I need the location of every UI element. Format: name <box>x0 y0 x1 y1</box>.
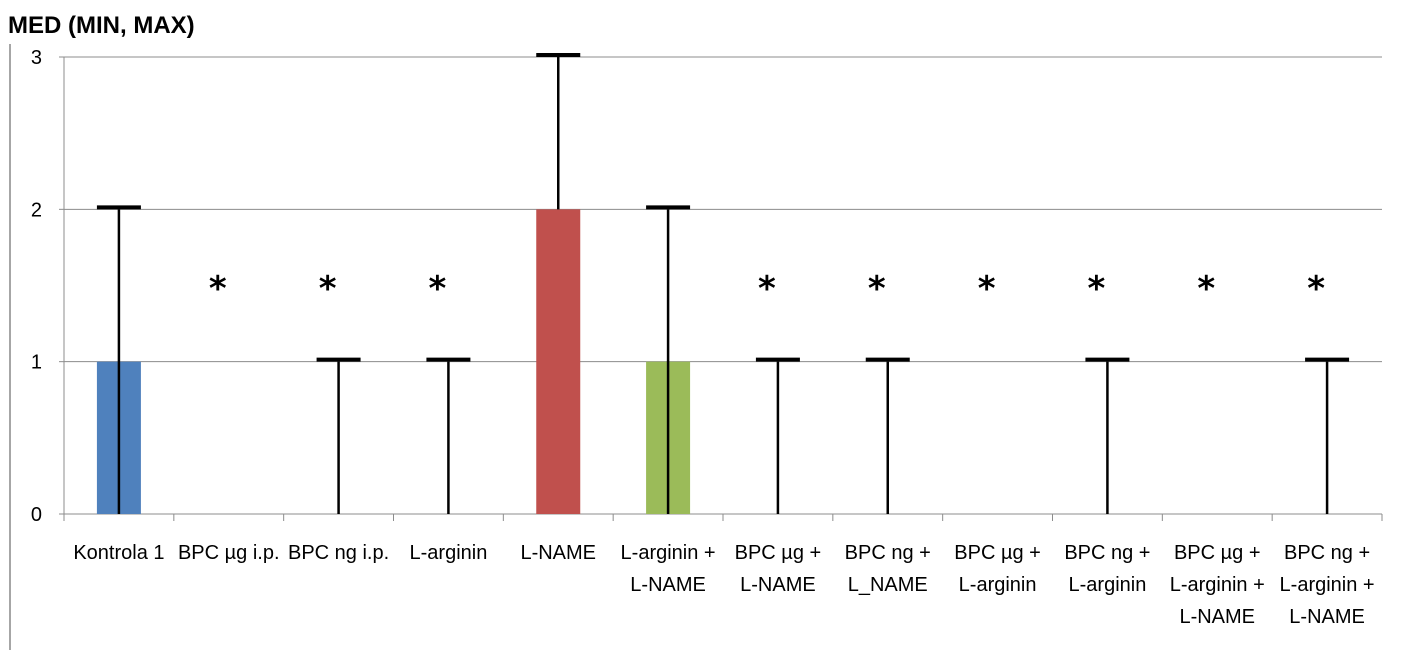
y-tick-label: 0 <box>31 504 42 526</box>
x-category-label: BPC ng + <box>1064 542 1150 564</box>
x-category-label: BPC ng + <box>845 542 931 564</box>
x-category-label: L-arginin <box>410 542 488 564</box>
y-tick-label: 3 <box>31 47 42 69</box>
significance-star: * <box>209 269 227 309</box>
x-category-label: L-NAME <box>740 574 816 596</box>
gridlines <box>64 56 1382 363</box>
significance-star: * <box>1197 269 1215 309</box>
significance-star: * <box>758 269 776 309</box>
x-category-label: L-arginin + <box>1280 574 1375 596</box>
significance-star: * <box>1307 269 1325 309</box>
x-category-label: L-arginin + <box>621 542 716 564</box>
x-category-label: BPC µg + <box>735 542 822 564</box>
significance-star: * <box>978 269 996 309</box>
x-category-label: L-NAME <box>520 542 596 564</box>
axes <box>59 56 1383 521</box>
x-category-label: BPC µg + <box>1174 542 1261 564</box>
significance-star: * <box>1088 269 1106 309</box>
x-category-label: L-NAME <box>630 574 706 596</box>
x-category-label: L_NAME <box>848 574 928 596</box>
y-tick-labels: 0 1 2 3 <box>31 47 42 526</box>
error-bars <box>96 53 1350 514</box>
significance-star: * <box>868 269 886 309</box>
x-category-label: BPC ng + <box>1284 542 1370 564</box>
chart-title: MED (MIN, MAX) <box>8 12 195 39</box>
x-category-label: L-NAME <box>1289 606 1365 628</box>
y-tick-label: 2 <box>31 199 42 221</box>
x-category-label: L-NAME <box>1179 606 1255 628</box>
x-category-label: BPC µg i.p. <box>178 542 280 564</box>
x-category-label: BPC ng i.p. <box>288 542 389 564</box>
y-tick-label: 1 <box>31 352 42 374</box>
significance-star: * <box>429 269 447 309</box>
significance-star: * <box>319 269 337 309</box>
significance-markers: * * * * * * * * * <box>209 269 1325 309</box>
x-category-label: BPC µg + <box>954 542 1041 564</box>
x-category-label: L-arginin + <box>1170 574 1265 596</box>
bar <box>536 209 581 515</box>
x-category-label: L-arginin <box>1069 574 1147 596</box>
x-category-label: L-arginin <box>959 574 1037 596</box>
chart-left-border <box>9 44 11 650</box>
x-category-label: Kontrola 1 <box>73 542 164 564</box>
x-category-labels: Kontrola 1 BPC µg i.p. BPC ng i.p. L-argini… <box>73 542 1374 628</box>
